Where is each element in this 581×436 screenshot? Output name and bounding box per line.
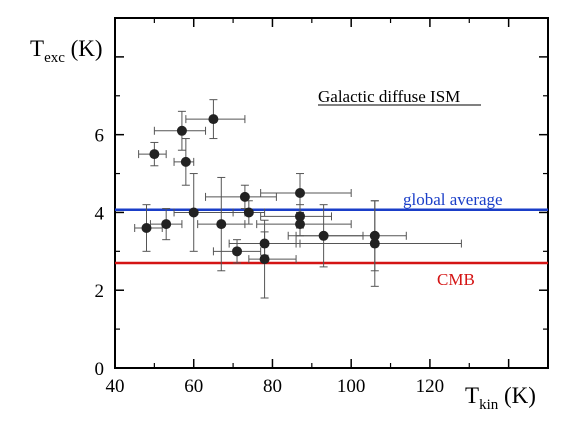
data-point bbox=[216, 219, 227, 230]
y-tick-label: 6 bbox=[95, 126, 105, 147]
error-bar bbox=[248, 219, 297, 299]
plot-frame bbox=[114, 17, 549, 369]
error-bar bbox=[260, 173, 352, 213]
data-point bbox=[161, 219, 172, 230]
error-bar bbox=[295, 200, 407, 272]
data-point bbox=[259, 254, 270, 265]
y-tick-label: 0 bbox=[95, 359, 105, 380]
x-tick-label: 120 bbox=[416, 376, 445, 397]
y-tick-label: 4 bbox=[95, 203, 105, 224]
data-point bbox=[259, 238, 270, 249]
data-point bbox=[180, 156, 191, 167]
data-point bbox=[141, 223, 152, 233]
x-tick-label: 100 bbox=[337, 376, 366, 397]
data-point bbox=[369, 230, 380, 241]
y-axis-title: Texc (K) bbox=[30, 36, 103, 66]
data-point bbox=[369, 238, 380, 249]
global-average-label: global average bbox=[403, 190, 503, 209]
data-point bbox=[295, 211, 306, 222]
x-tick-label: 40 bbox=[106, 376, 125, 397]
x-tick-label: 80 bbox=[263, 376, 282, 397]
data-point bbox=[149, 149, 160, 160]
data-point bbox=[176, 125, 187, 136]
data-point bbox=[318, 230, 329, 241]
cmb-label: CMB bbox=[437, 270, 475, 289]
x-axis-title: Tkin (K) bbox=[465, 383, 536, 413]
data-point bbox=[232, 246, 243, 257]
data-point bbox=[295, 188, 306, 198]
data-point bbox=[239, 191, 250, 202]
data-point bbox=[295, 219, 306, 230]
x-tick-label: 60 bbox=[184, 376, 203, 397]
data-point bbox=[188, 207, 199, 218]
data-point bbox=[243, 207, 254, 218]
annotation-label: Galactic diffuse ISM bbox=[318, 87, 460, 106]
data-point bbox=[208, 114, 219, 125]
y-tick-label: 2 bbox=[95, 281, 105, 302]
